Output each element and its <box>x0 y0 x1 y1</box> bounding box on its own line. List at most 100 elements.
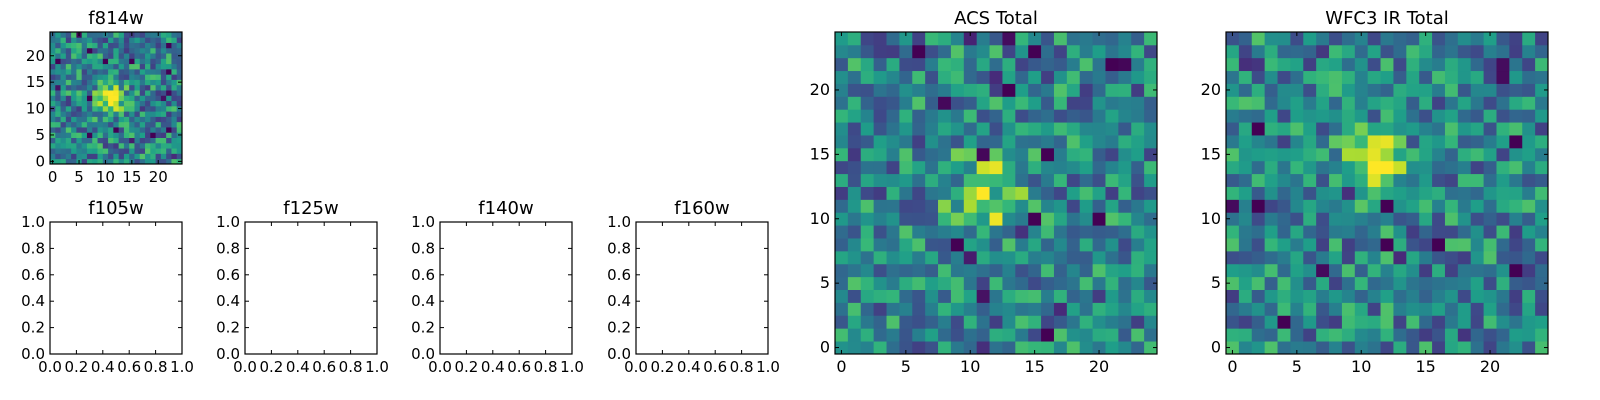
pixel-cell <box>1264 341 1278 355</box>
pixel-cell <box>1483 186 1497 200</box>
pixel-cell <box>108 105 114 112</box>
pixel-cell <box>1457 212 1472 226</box>
pixel-cell <box>1238 276 1253 290</box>
pixel-cell <box>1290 70 1304 84</box>
pixel-cell <box>1226 186 1240 200</box>
pixel-cell <box>1496 238 1510 252</box>
x-tick-label: 0.4 <box>91 358 115 376</box>
pixel-cell <box>97 47 104 54</box>
pixel-cell <box>1316 315 1330 329</box>
pixel-cell <box>1105 289 1119 303</box>
pixel-cell <box>118 79 125 86</box>
pixel-cell <box>50 121 56 128</box>
pixel-cell <box>925 341 939 355</box>
pixel-cell <box>1329 160 1343 175</box>
pixel-cell <box>1496 173 1510 187</box>
y-tick-label: 20 <box>810 80 830 99</box>
pixel-cell <box>1079 135 1093 149</box>
pixel-cell <box>1329 83 1343 97</box>
pixel-cell <box>847 135 862 149</box>
pixel-cell <box>1432 122 1446 136</box>
pixel-cell <box>1303 225 1317 239</box>
pixel-cell <box>1341 276 1356 290</box>
pixel-cell <box>1393 96 1407 110</box>
pixel-cell <box>71 105 77 112</box>
pixel-cell <box>150 90 156 96</box>
pixel-cell <box>963 109 978 123</box>
pixel-cell <box>1329 289 1343 303</box>
pixel-cell <box>860 96 875 110</box>
pixel-cell <box>1131 238 1145 252</box>
pixel-cell <box>938 199 952 213</box>
pixel-cell <box>145 121 151 128</box>
pixel-cell <box>886 289 900 303</box>
pixel-cell <box>938 328 952 342</box>
pixel-cell <box>1316 250 1330 265</box>
pixel-cell <box>60 137 67 144</box>
pixel-cell <box>925 302 939 316</box>
pixel-cell <box>1290 83 1304 97</box>
pixel-cell <box>1277 57 1291 72</box>
pixel-cell <box>1380 276 1394 290</box>
pixel-cell <box>950 83 965 97</box>
pixel-cell <box>1316 212 1330 226</box>
pixel-cell <box>60 100 67 107</box>
pixel-cell <box>912 250 926 265</box>
pixel-cell <box>1432 250 1446 265</box>
pixel-cell <box>1341 109 1356 123</box>
pixel-cell <box>1535 302 1549 316</box>
y-tick-label: 0 <box>1211 338 1221 357</box>
pixel-cell <box>1509 250 1523 265</box>
pixel-cell <box>1496 250 1510 265</box>
pixel-cell <box>938 173 952 187</box>
pixel-cell <box>835 173 849 187</box>
pixel-cell <box>860 32 875 46</box>
pixel-cell <box>1015 122 1029 136</box>
pixel-cell <box>145 127 151 133</box>
y-tick-label: 0.8 <box>607 239 631 257</box>
pixel-cell <box>86 111 93 117</box>
pixel-cell <box>71 137 77 144</box>
pixel-cell <box>1226 212 1240 226</box>
y-tick-label: 20 <box>1201 80 1221 99</box>
pixel-cell <box>1444 32 1459 46</box>
pixel-cell <box>938 44 952 59</box>
pixel-cell <box>1251 83 1266 97</box>
pixel-cell <box>1053 276 1068 290</box>
pixel-cell <box>1290 96 1304 110</box>
pixel-cell <box>963 199 978 213</box>
pixel-cell <box>1303 302 1317 316</box>
pixel-cell <box>1144 276 1158 290</box>
pixel-cell <box>50 148 56 154</box>
pixel-cell <box>97 84 104 91</box>
pixel-cell <box>860 302 875 316</box>
pixel-cell <box>1522 276 1536 290</box>
pixel-cell <box>1419 173 1433 187</box>
pixel-cell <box>108 111 114 117</box>
pixel-cell <box>912 135 926 149</box>
pixel-cell <box>873 96 887 110</box>
pixel-cell <box>155 79 162 86</box>
pixel-cell <box>1316 238 1330 252</box>
pixel-cell <box>113 58 120 65</box>
pixel-cell <box>1444 147 1459 162</box>
pixel-cell <box>60 42 67 49</box>
pixel-cell <box>92 121 98 128</box>
pixel-cell <box>1028 289 1042 303</box>
pixel-cell <box>1483 96 1497 110</box>
pixel-cell <box>1419 96 1433 110</box>
pixel-cell <box>835 302 849 316</box>
pixel-cell <box>55 63 61 70</box>
axes-frame <box>1225 31 1549 355</box>
pixel-cell <box>1535 328 1549 342</box>
pixel-cell <box>60 68 67 75</box>
pixel-cell <box>129 142 135 149</box>
pixel-cell <box>1406 173 1420 187</box>
pixel-cell <box>92 84 98 91</box>
pixel-cell <box>1028 212 1042 226</box>
pixel-cell <box>134 95 141 102</box>
pixel-cell <box>65 42 72 49</box>
pixel-cell <box>835 263 849 278</box>
pixel-cell <box>912 160 926 175</box>
